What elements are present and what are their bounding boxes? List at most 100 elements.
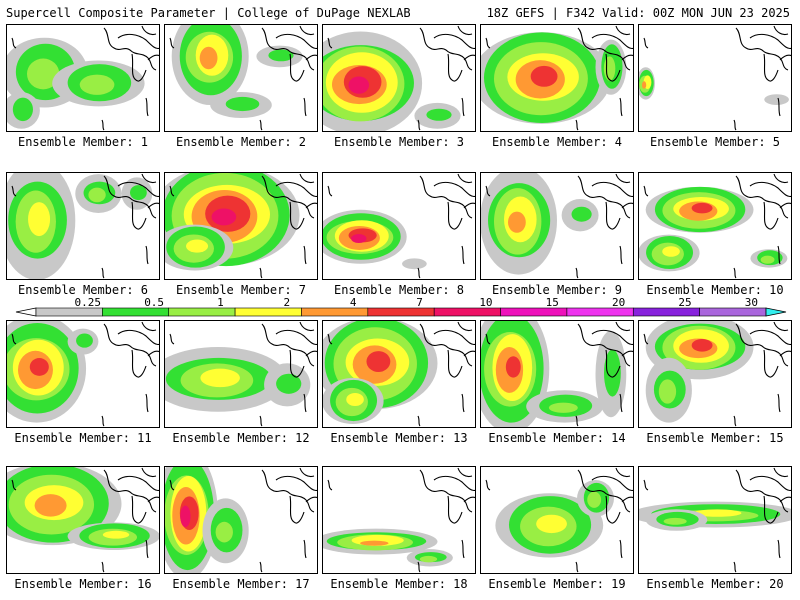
great-lakes-outline (327, 321, 476, 427)
ensemble-member-label: Ensemble Member: 8 (333, 283, 465, 297)
ensemble-panel-7: Ensemble Member: 7 (164, 172, 318, 297)
scp-contour-level-7 (505, 356, 521, 378)
great-lakes-outline (485, 321, 634, 427)
ensemble-member-label: Ensemble Member: 7 (175, 283, 307, 297)
colorbar-tick-label: 10 (479, 296, 492, 309)
scp-map (6, 466, 160, 574)
scp-contour-level-0.5 (426, 108, 452, 121)
scp-contour-level-1 (603, 56, 616, 81)
great-lakes-outline (643, 173, 792, 279)
scp-map (6, 172, 160, 280)
ensemble-member-label: Ensemble Member: 10 (646, 283, 784, 297)
colorbar-legend: 0.250.51247101520253035 (15, 296, 787, 317)
scp-map (638, 320, 792, 428)
ensemble-member-label: Ensemble Member: 11 (14, 431, 152, 445)
ensemble-member-label: Ensemble Member: 18 (330, 577, 468, 591)
scp-contour-level-2 (662, 246, 680, 257)
scp-map (480, 24, 634, 132)
ensemble-panel-15: Ensemble Member: 15 (638, 320, 792, 445)
scp-contour-level-4 (360, 540, 389, 546)
ensemble-panel-10: Ensemble Member: 10 (638, 172, 792, 297)
ensemble-panel-8: Ensemble Member: 8 (322, 172, 476, 297)
great-lakes-outline (11, 25, 160, 131)
ensemble-panel-17: Ensemble Member: 17 (164, 466, 318, 591)
scp-contour-level-2 (693, 509, 742, 517)
colorbar-segment (168, 307, 236, 317)
scp-contour-level-10 (351, 234, 367, 244)
ensemble-member-label: Ensemble Member: 9 (491, 283, 623, 297)
great-lakes-outline (485, 467, 634, 573)
colorbar-tick-label: 2 (284, 296, 291, 309)
scp-map (480, 172, 634, 280)
scp-contour-level-0.5 (12, 97, 33, 122)
scp-contour-level-1 (26, 58, 60, 90)
scp-map (6, 24, 160, 132)
scp-contour-level-2 (102, 530, 130, 539)
scp-contour-level-7 (691, 202, 713, 214)
scp-contour-level-0.25 (764, 94, 789, 105)
colorbar-tick-label: 20 (612, 296, 625, 309)
colorbar-segment (699, 307, 767, 317)
ensemble-member-label: Ensemble Member: 16 (14, 577, 152, 591)
ensemble-member-label: Ensemble Member: 12 (172, 431, 310, 445)
ensemble-panel-14: Ensemble Member: 14 (480, 320, 634, 445)
scp-contour-level-0.25 (402, 258, 427, 270)
colorbar-tick-label: 0.5 (144, 296, 164, 309)
colorbar-tick-label: 7 (416, 296, 423, 309)
ensemble-member-label: Ensemble Member: 20 (646, 577, 784, 591)
colorbar-max-arrow (765, 307, 787, 317)
colorbar-tick-label: 0.25 (75, 296, 102, 309)
ensemble-panel-6: Ensemble Member: 6 (6, 172, 160, 297)
scp-contour-level-4 (199, 46, 218, 70)
great-lakes-outline (11, 467, 160, 573)
scp-contour-level-1 (215, 521, 233, 543)
ensemble-member-label: Ensemble Member: 5 (649, 135, 781, 149)
ensemble-member-label: Ensemble Member: 1 (17, 135, 149, 149)
scp-map (322, 24, 476, 132)
scp-contour-level-10 (180, 505, 191, 528)
colorbar-min-arrow (15, 307, 37, 317)
scp-contour-level-2 (200, 368, 240, 388)
scp-contour-level-1 (79, 74, 115, 95)
great-lakes-outline (169, 25, 318, 131)
ensemble-panel-3: Ensemble Member: 3 (322, 24, 476, 149)
scp-map (322, 466, 476, 574)
ensemble-panel-9: Ensemble Member: 9 (480, 172, 634, 297)
great-lakes-outline (485, 173, 634, 279)
ensemble-member-label: Ensemble Member: 2 (175, 135, 307, 149)
scp-contour-level-7 (366, 351, 391, 372)
great-lakes-outline (327, 25, 476, 131)
scp-contour-level-0.5 (276, 373, 302, 394)
scp-contour-level-2 (28, 202, 51, 237)
scp-map (638, 172, 792, 280)
great-lakes-outline (169, 467, 318, 573)
scp-contour-level-0.5 (76, 333, 93, 348)
scp-contour-level-0.5 (268, 49, 294, 62)
ensemble-panel-19: Ensemble Member: 19 (480, 466, 634, 591)
colorbar-segment (500, 307, 568, 317)
scp-contour-level-4 (508, 211, 526, 233)
scp-contour-level-10 (211, 208, 237, 226)
scp-contour-level-2 (536, 514, 567, 534)
scp-contour-level-1 (587, 491, 602, 508)
scp-contour-level-1 (760, 255, 775, 264)
colorbar-tick-label: 4 (350, 296, 357, 309)
colorbar-segment (35, 307, 103, 317)
scp-map (164, 172, 318, 280)
ensemble-member-label: Ensemble Member: 14 (488, 431, 626, 445)
ensemble-member-label: Ensemble Member: 6 (17, 283, 149, 297)
colorbar-tick-label: 25 (678, 296, 691, 309)
page-title: Supercell Composite Parameter | College … (6, 6, 411, 20)
great-lakes-outline (11, 173, 160, 279)
scp-contour-level-0.5 (130, 185, 147, 201)
ensemble-panel-2: Ensemble Member: 2 (164, 24, 318, 149)
great-lakes-outline (643, 25, 792, 131)
great-lakes-outline (485, 25, 634, 131)
colorbar-segment (632, 307, 700, 317)
great-lakes-outline (643, 321, 792, 427)
colorbar-segment (367, 307, 435, 317)
colorbar-tick-label: 15 (546, 296, 559, 309)
ensemble-panel-13: Ensemble Member: 13 (322, 320, 476, 445)
colorbar-segment (102, 307, 170, 317)
scp-contour-level-1 (663, 517, 687, 525)
